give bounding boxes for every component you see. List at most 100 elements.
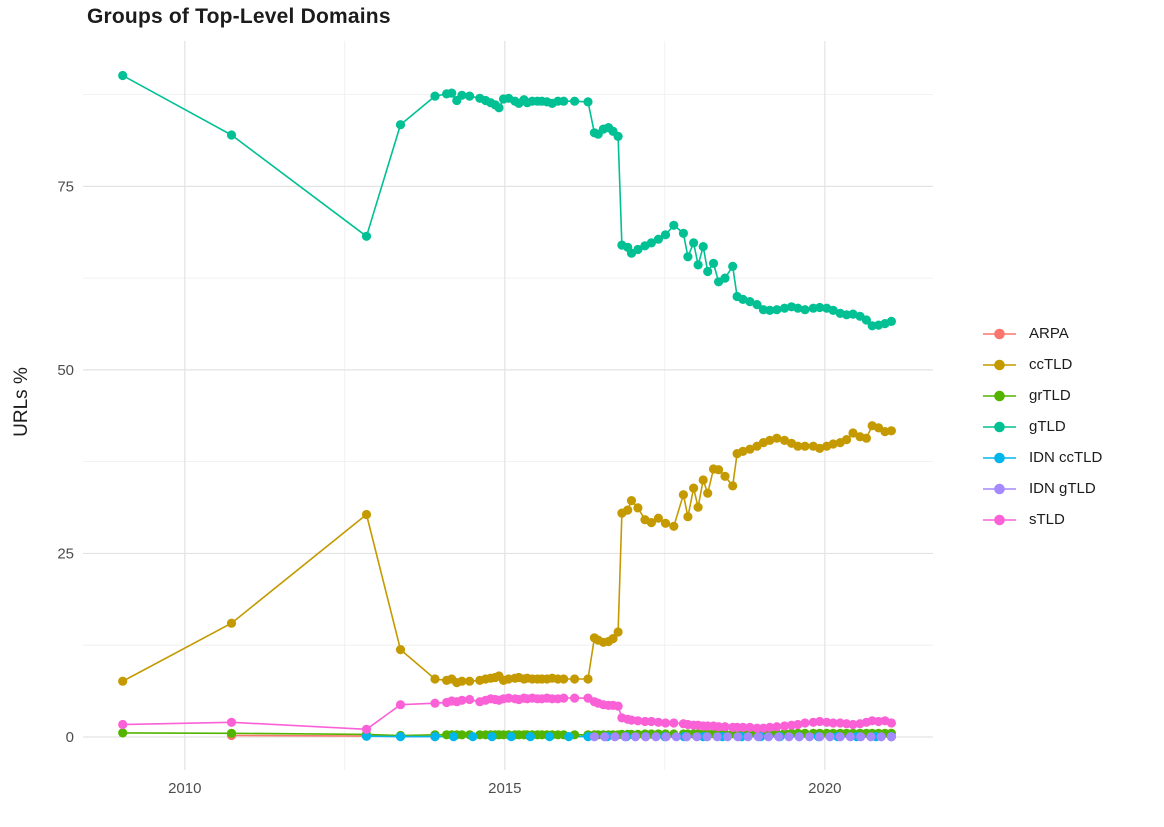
data-point [678,490,689,500]
data-point [886,426,897,436]
data-point [361,231,372,241]
data-point [653,234,664,244]
data-point [669,521,679,531]
data-point [570,693,580,703]
data-point [861,315,872,325]
data-point [712,732,722,742]
data-point [779,435,790,445]
data-point [733,732,743,742]
legend-key-icon [983,483,1016,494]
data-point [765,435,775,445]
data-point [689,483,699,493]
data-point [703,266,713,277]
data-point [693,502,703,512]
data-point [752,300,762,310]
data-point [118,719,128,730]
data-point [447,88,457,98]
data-point [583,732,593,742]
data-point [772,722,782,732]
data-point [772,433,782,443]
data-point [866,732,876,742]
data-point [765,722,775,733]
legend-item-stld: sTLD [983,504,1102,535]
data-point [720,471,730,481]
data-point [745,722,755,733]
data-point [623,505,633,515]
data-point [361,731,372,741]
data-point [430,674,440,684]
data-point [506,732,516,742]
legend-key-icon [983,390,1016,401]
data-point [570,674,580,684]
data-point [653,717,664,727]
data-point [825,732,835,742]
data-point [698,242,708,252]
legend-label: grTLD [1029,387,1071,404]
data-point [395,732,406,742]
y-tick-label: 25 [57,545,74,562]
data-point [545,732,555,742]
legend-key-icon [983,421,1016,432]
data-point [708,258,719,268]
legend-label: sTLD [1029,511,1065,528]
data-point [226,728,237,738]
data-point [793,303,803,313]
series-line-gtld [121,74,893,327]
data-point [752,723,762,733]
data-point [633,716,643,726]
legend-label: IDN ccTLD [1029,449,1103,466]
legend-key-icon [983,452,1016,463]
data-point [669,718,679,728]
chart-title: Groups of Top-Level Domains [87,5,391,28]
data-point [613,627,623,637]
data-point [848,428,858,438]
data-point [641,732,651,742]
data-point [468,732,478,742]
data-point [886,732,897,742]
data-point [693,260,703,270]
data-point [842,435,852,445]
y-tick-label: 50 [57,362,74,379]
data-point [430,698,440,708]
data-point [714,465,724,475]
data-point [494,103,504,113]
data-point [692,732,702,742]
data-point [583,674,593,684]
data-point [651,732,661,742]
data-point [738,294,748,304]
data-point [828,305,838,315]
data-point [226,717,237,727]
data-point [613,131,623,141]
data-point [720,273,730,283]
data-point [800,441,810,451]
data-point [738,722,748,733]
series-points-idn-gtld [589,732,897,742]
data-point [430,91,440,101]
data-point [848,309,858,319]
data-point [661,732,671,742]
data-point [525,732,536,742]
legend-key-icon [983,328,1016,339]
data-point [804,732,815,742]
data-point [630,732,641,742]
data-point [815,716,825,727]
data-point [738,446,748,456]
data-point [465,676,475,686]
data-point [774,732,784,742]
data-point [784,732,794,742]
data-point [457,695,467,705]
data-point [722,732,733,742]
data-point [457,676,467,686]
data-point [671,732,681,742]
legend-label: ccTLD [1029,356,1073,373]
data-point [815,732,825,742]
data-point [608,634,618,644]
data-point [876,732,886,742]
data-point [772,305,782,315]
data-point [465,91,475,101]
data-point [457,90,467,100]
legend-label: ARPA [1029,325,1069,342]
data-point [728,261,738,271]
